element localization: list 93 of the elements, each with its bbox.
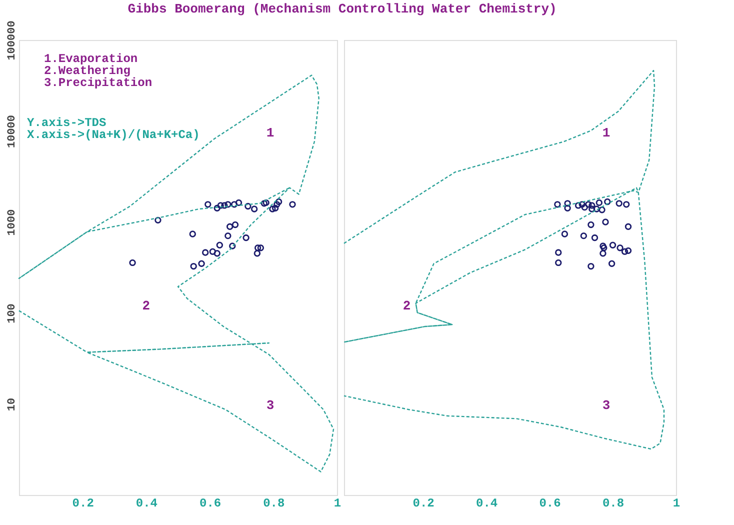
- point: [216, 242, 224, 248]
- point: [574, 202, 582, 209]
- point: [555, 249, 562, 256]
- point: [561, 230, 568, 238]
- point: [269, 206, 276, 212]
- point: [257, 244, 264, 252]
- point: [190, 262, 197, 270]
- point: [581, 204, 588, 211]
- point: [600, 242, 606, 250]
- point: [198, 260, 205, 267]
- annotation: 2: [142, 298, 150, 314]
- annotation: 2.Weathering: [44, 64, 130, 78]
- point: [129, 259, 136, 266]
- y-tick-label: 100: [6, 304, 18, 324]
- x-tick-label: 1: [672, 496, 680, 510]
- point: [289, 201, 296, 208]
- point: [235, 199, 242, 206]
- point: [564, 200, 571, 207]
- x-tick-label: 0.4: [136, 496, 158, 510]
- point: [624, 247, 632, 254]
- point: [202, 249, 209, 256]
- annotation: 1.Evaporation: [44, 52, 138, 66]
- point: [214, 204, 220, 212]
- y-tick-label: 10000: [6, 114, 18, 148]
- point: [598, 206, 606, 214]
- point: [623, 201, 630, 208]
- chart-title: Gibbs Boomerang (Mechanism Controlling Water Chemistry): [128, 2, 557, 17]
- point: [204, 201, 212, 208]
- x-tick-label: 0.8: [602, 496, 624, 510]
- point: [604, 198, 611, 206]
- point: [250, 206, 258, 212]
- point: [600, 244, 608, 252]
- point: [189, 230, 196, 238]
- annotation: 3: [266, 398, 274, 413]
- point: [564, 204, 571, 212]
- y-tick-label: 1000: [6, 209, 18, 236]
- line-series: [18, 74, 334, 472]
- point: [217, 202, 224, 209]
- point: [624, 223, 632, 230]
- point: [209, 248, 216, 255]
- point: [242, 234, 250, 242]
- point: [221, 202, 228, 209]
- point: [602, 218, 609, 226]
- point: [226, 223, 234, 230]
- x-tick-label: 0.6: [539, 496, 561, 510]
- annotation: X.axis->(Na+K)/(Na+K+Ca): [27, 128, 200, 142]
- point: [262, 199, 270, 206]
- annotation: Y.axis->TDS: [27, 116, 106, 130]
- point: [578, 201, 586, 208]
- annotation: 2: [402, 298, 411, 314]
- point: [554, 201, 561, 208]
- point: [224, 201, 232, 208]
- x-tick-label: 1: [334, 496, 342, 510]
- x-tick-label: 0.8: [263, 496, 285, 510]
- annotation: 3: [602, 398, 610, 413]
- point: [585, 201, 592, 208]
- point: [260, 200, 268, 207]
- point: [591, 234, 598, 242]
- point: [229, 242, 236, 250]
- point: [224, 232, 232, 240]
- x-tick-label: 0.6: [199, 496, 222, 510]
- point: [254, 250, 261, 257]
- point: [588, 206, 596, 212]
- x-tick-label: 0.2: [72, 496, 94, 510]
- x-tick-label: 0.2: [412, 496, 434, 510]
- point: [588, 202, 596, 209]
- point: [616, 244, 624, 252]
- point: [254, 244, 262, 252]
- point: [275, 198, 282, 206]
- point: [154, 216, 162, 224]
- point: [272, 204, 279, 212]
- point: [588, 262, 594, 270]
- point: [616, 200, 622, 207]
- point: [274, 201, 280, 208]
- point: [588, 221, 594, 228]
- point: [555, 259, 562, 266]
- point: [593, 206, 600, 212]
- point: [230, 201, 238, 208]
- point: [600, 250, 606, 257]
- y-tick-label: 10: [6, 398, 18, 412]
- point: [609, 242, 616, 248]
- point: [596, 199, 603, 206]
- annotation: 1: [266, 125, 274, 140]
- x-tick-label: 0.4: [476, 496, 498, 510]
- y-tick-label: 100000: [6, 20, 18, 60]
- point: [214, 250, 220, 257]
- annotation: 1: [602, 125, 610, 140]
- point: [621, 248, 628, 255]
- point: [232, 221, 239, 228]
- point: [580, 232, 588, 240]
- annotation: 3.Precipitation: [44, 76, 152, 90]
- point: [608, 260, 616, 267]
- point: [244, 202, 252, 210]
